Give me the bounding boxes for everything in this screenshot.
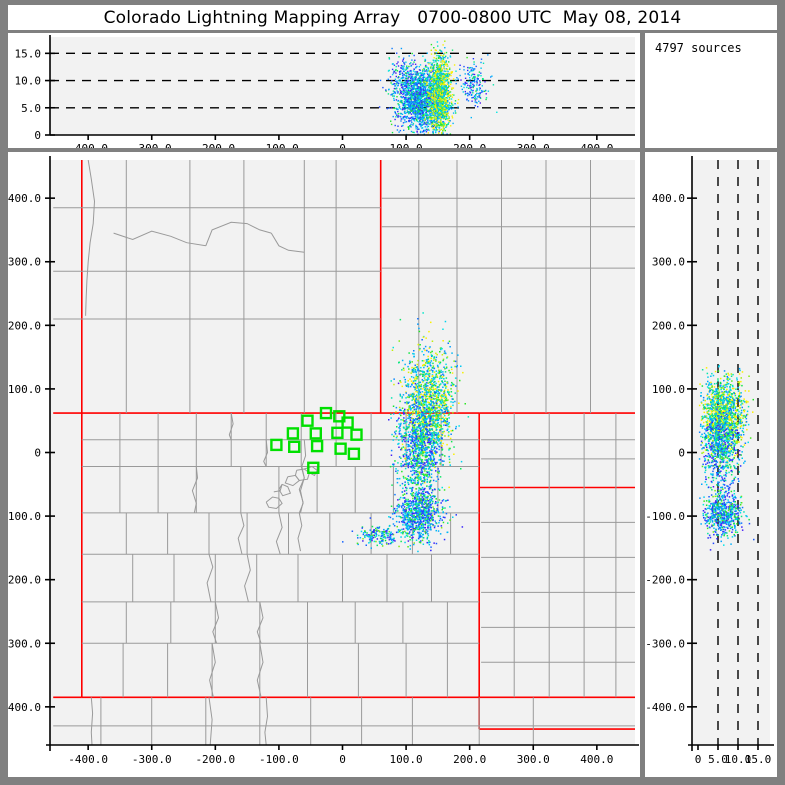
altitude-vs-north-plot-area <box>692 160 770 745</box>
plan-view-canvas: -400.0-300.0-200.0-100.00100.0200.0300.0… <box>8 156 639 766</box>
lma-station-marker <box>270 438 283 452</box>
svg-text:-400.0: -400.0 <box>68 142 108 148</box>
svg-text:300.0: 300.0 <box>517 142 550 148</box>
svg-text:5.0: 5.0 <box>21 102 41 115</box>
svg-text:-100.0: -100.0 <box>259 142 299 148</box>
lma-station-marker <box>309 427 322 440</box>
altitude-vs-north-panel[interactable]: -400.0 -300.0 -200.0 -100.0 0 100.0 200.0 300.0… <box>645 152 777 777</box>
svg-text:400.0: 400.0 <box>580 142 613 148</box>
svg-text:100.0: 100.0 <box>390 142 423 148</box>
title-bar: Colorado Lightning Mapping Array 0700-08… <box>8 5 777 30</box>
svg-text:200.0: 200.0 <box>453 142 486 148</box>
lma-station-marker <box>350 428 363 441</box>
svg-text:0: 0 <box>339 142 346 148</box>
lma-station-marker <box>347 447 361 460</box>
altitude-vs-east-plot-area <box>50 37 635 135</box>
lma-station-marker <box>301 414 314 427</box>
svg-text:-300.0: -300.0 <box>132 142 172 148</box>
lma-station-marker <box>286 427 300 440</box>
svg-text:15.0: 15.0 <box>15 47 42 60</box>
altitude-vs-east-panel[interactable]: 0 5.0 10.0 15.0 -400.0 -300.0 -200.0 -100.0 0 100… <box>8 33 640 148</box>
lma-station-marker <box>310 439 324 453</box>
plan-view-map-panel[interactable]: -400.0-300.0-200.0-100.00100.0200.0300.0… <box>8 152 640 777</box>
svg-text:10.0: 10.0 <box>15 75 42 88</box>
svg-text:0: 0 <box>34 129 41 142</box>
source-count-panel: 4797 sources <box>645 33 777 148</box>
lma-station-marker <box>331 426 344 439</box>
page-title: Colorado Lightning Mapping Array 0700-08… <box>103 7 682 28</box>
source-count-label: 4797 sources <box>655 41 742 55</box>
lma-station-marker <box>334 442 347 455</box>
lma-station-marker <box>288 440 301 453</box>
svg-text:-200.0: -200.0 <box>195 142 235 148</box>
